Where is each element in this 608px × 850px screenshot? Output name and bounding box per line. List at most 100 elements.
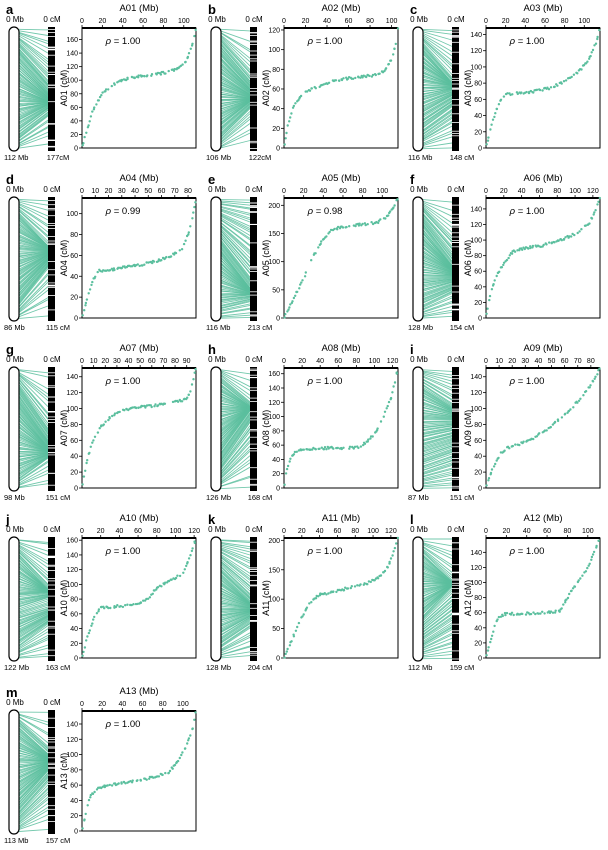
- data-point: [91, 110, 94, 113]
- data-point: [379, 218, 382, 221]
- marker-link: [422, 220, 453, 259]
- chromosome-ideogram: [8, 26, 20, 152]
- data-point: [186, 396, 189, 399]
- data-point: [580, 68, 583, 71]
- x-tick-label: 50: [136, 358, 144, 365]
- marker-link: [220, 602, 251, 609]
- data-point: [490, 123, 493, 126]
- data-point: [346, 587, 350, 590]
- data-point: [160, 259, 163, 262]
- data-point: [93, 790, 96, 794]
- marker-link: [18, 265, 49, 302]
- marker-link: [220, 599, 251, 608]
- data-point: [395, 542, 398, 545]
- data-point: [292, 453, 296, 456]
- data-point: [88, 451, 91, 455]
- y-tick-label: 100: [268, 259, 280, 266]
- marker-link: [220, 200, 251, 204]
- marker-link: [220, 247, 251, 286]
- marker-link: [220, 625, 251, 646]
- marker-link: [220, 295, 251, 301]
- y-tick-label: 0: [478, 316, 482, 323]
- data-point: [87, 124, 90, 127]
- marker-link: [18, 289, 49, 314]
- data-point: [541, 89, 544, 92]
- marker-link: [220, 55, 251, 88]
- marker-link: [220, 105, 251, 133]
- data-point: [88, 629, 92, 632]
- marker-link: [18, 465, 49, 484]
- marker-link: [18, 814, 49, 829]
- linkage-map-gaps: [48, 200, 55, 311]
- marker-link: [18, 793, 49, 821]
- data-point: [366, 223, 369, 226]
- data-point: [297, 621, 301, 625]
- marker-link: [220, 414, 251, 455]
- marker-link: [422, 103, 453, 125]
- marker-link: [18, 51, 49, 85]
- data-point: [286, 124, 289, 127]
- data-point: [164, 72, 167, 75]
- data-point: [184, 239, 187, 242]
- marker-link: [422, 446, 453, 458]
- data-point: [126, 603, 129, 606]
- marker-link: [18, 542, 49, 556]
- map-length-label: 154 cM: [450, 323, 475, 332]
- marker-link: [220, 59, 251, 90]
- marker-link: [220, 39, 251, 73]
- marker-link: [220, 552, 251, 570]
- x-tick-label: 80: [359, 188, 367, 195]
- data-point: [143, 263, 146, 266]
- data-point: [180, 753, 183, 757]
- marker-link: [422, 116, 453, 137]
- marker-link: [18, 375, 49, 402]
- marker-link: [18, 286, 49, 313]
- marker-link: [422, 200, 453, 211]
- marker-link: [422, 612, 453, 635]
- y-tick-label: 20: [70, 132, 78, 139]
- marker-link: [422, 375, 453, 389]
- y-tick-label: 80: [70, 91, 78, 98]
- x-tick-label: 30: [521, 358, 529, 365]
- x-tick-label: 80: [587, 358, 595, 365]
- marker-link: [422, 384, 453, 404]
- marker-link: [220, 545, 251, 556]
- marker-link: [220, 618, 251, 638]
- marker-link: [422, 629, 453, 647]
- marker-link: [220, 242, 251, 281]
- linkage-map-gaps: [452, 29, 459, 137]
- data-points: [485, 196, 601, 315]
- data-point: [588, 222, 591, 225]
- marker-link: [422, 302, 453, 314]
- marker-link: [18, 31, 49, 42]
- data-point: [485, 654, 488, 657]
- marker-link: [422, 385, 453, 405]
- data-point: [586, 566, 589, 570]
- marker-link: [18, 252, 49, 265]
- marker-link: [422, 479, 453, 485]
- data-point: [116, 604, 119, 607]
- marker-link: [220, 53, 251, 86]
- data-point: [532, 611, 535, 614]
- marker-link: [422, 551, 453, 579]
- data-point: [549, 86, 553, 89]
- panel-letter: a: [6, 2, 14, 17]
- marker-link: [18, 279, 49, 310]
- marker-link: [422, 449, 453, 461]
- marker-link: [18, 556, 49, 587]
- data-point: [119, 605, 123, 608]
- marker-link: [422, 264, 453, 274]
- x-tick-label: 40: [118, 701, 126, 708]
- data-points: [81, 368, 197, 486]
- data-point: [88, 288, 92, 291]
- data-point: [190, 383, 194, 386]
- x-tick-label: 0: [282, 528, 286, 535]
- marker-link: [18, 427, 49, 450]
- marker-link: [422, 437, 453, 448]
- marker-link: [422, 283, 453, 295]
- marker-link: [220, 228, 251, 259]
- y-tick-label: 40: [474, 284, 482, 291]
- marker-link: [18, 655, 49, 659]
- data-point: [86, 635, 89, 638]
- marker-link: [422, 297, 453, 311]
